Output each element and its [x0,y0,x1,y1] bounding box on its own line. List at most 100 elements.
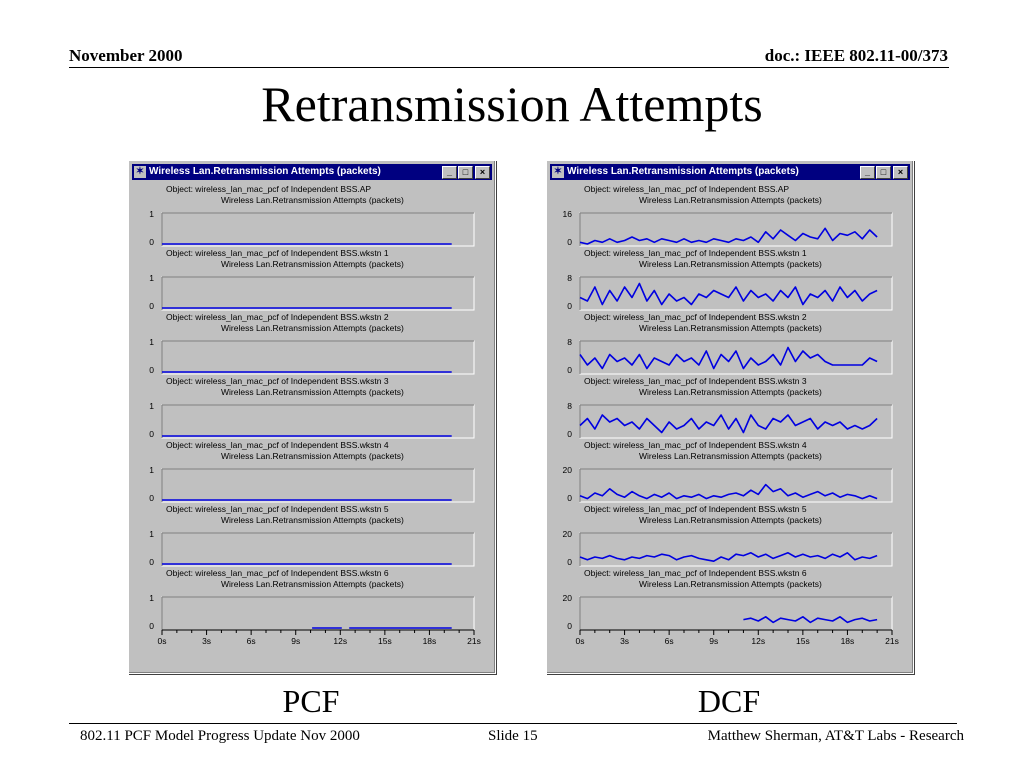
y-tick-label: 1 [149,593,154,603]
panel-frame [579,532,893,567]
x-tick-label: 12s [333,636,347,646]
time-axis: 0s 3s 6s 9s 12s 15s 18s 21s [576,629,899,646]
y-tick-label: 0 [149,429,154,439]
dcf-caption: DCF [697,683,761,719]
panel-frame [579,212,893,247]
close-button[interactable]: × [893,166,908,179]
x-tick-label: 6s [247,636,256,646]
plot-panel: Object: wireless_lan_mac_pcf of Independ… [149,440,475,503]
y-tick-label: 1 [149,401,154,411]
panel-object-label: Object: wireless_lan_mac_pcf of Independ… [584,312,807,322]
series-line [579,483,878,500]
plot-panel: Object: wireless_lan_mac_pcf of Independ… [149,376,475,439]
x-tick-label: 21s [467,636,481,646]
panel-object-label: Object: wireless_lan_mac_pcf of Independ… [584,376,807,386]
panel-stat-label: Wireless Lan.Retransmission Attempts (pa… [639,259,822,269]
y-tick-label: 0 [149,493,154,503]
panel-object-label: Object: wireless_lan_mac_pcf of Independ… [166,312,389,322]
window-app-icon[interactable]: ✶ [552,166,564,178]
panel-object-label: Object: wireless_lan_mac_pcf of Independ… [584,184,789,194]
panel-object-label: Object: wireless_lan_mac_pcf of Independ… [166,184,371,194]
plot-panel: Object: wireless_lan_mac_pcf of Independ… [149,504,475,567]
panel-stat-label: Wireless Lan.Retransmission Attempts (pa… [221,259,404,269]
panel-frame [161,404,475,439]
panel-frame [161,468,475,503]
panel-stat-label: Wireless Lan.Retransmission Attempts (pa… [221,195,404,205]
y-tick-label: 20 [563,465,573,475]
panel-frame [161,596,475,631]
slide-title: Retransmission Attempts [261,76,763,132]
slide-date: November 2000 [69,46,183,65]
panel-stat-label: Wireless Lan.Retransmission Attempts (pa… [221,323,404,333]
pcf-caption: PCF [282,683,340,719]
footer-left: 802.11 PCF Model Progress Update Nov 200… [80,728,360,744]
slide-number: Slide 15 [488,728,538,744]
panel-stat-label: Wireless Lan.Retransmission Attempts (pa… [639,579,822,589]
x-tick-label: 18s [841,636,855,646]
panel-stat-label: Wireless Lan.Retransmission Attempts (pa… [221,515,404,525]
panel-stat-label: Wireless Lan.Retransmission Attempts (pa… [221,387,404,397]
plot-panel: Object: wireless_lan_mac_pcf of Independ… [563,440,893,503]
window-titlebar[interactable]: ✶ Wireless Lan.Retransmission Attempts (p… [550,164,910,180]
maximize-button[interactable]: □ [458,166,473,179]
y-tick-label: 8 [567,401,572,411]
plot-panel: Object: wireless_lan_mac_pcf of Independ… [149,312,475,375]
panel-frame [161,276,475,311]
x-tick-label: 3s [202,636,211,646]
y-tick-label: 0 [567,365,572,375]
time-axis: 0s 3s 6s 9s 12s 15s 18s 21s [158,629,481,646]
plot-panel: Object: wireless_lan_mac_pcf of Independ… [563,504,893,567]
x-tick-label: 0s [576,636,585,646]
x-tick-label: 9s [709,636,718,646]
panel-frame [579,276,893,311]
y-tick-label: 0 [149,301,154,311]
window-titlebar[interactable]: ✶ Wireless Lan.Retransmission Attempts (p… [132,164,492,180]
minimize-button[interactable]: _ [442,166,457,179]
series-line [579,414,878,434]
plot-panel: Object: wireless_lan_mac_pcf of Independ… [149,568,475,631]
y-tick-label: 0 [567,237,572,247]
panel-stat-label: Wireless Lan.Retransmission Attempts (pa… [639,515,822,525]
window-title: Wireless Lan.Retransmission Attempts (pa… [149,166,381,177]
x-tick-label: 15s [378,636,392,646]
y-tick-label: 0 [567,621,572,631]
x-tick-label: 15s [796,636,810,646]
maximize-button[interactable]: □ [876,166,891,179]
x-tick-label: 9s [291,636,300,646]
y-tick-label: 0 [567,429,572,439]
panel-frame [579,596,893,631]
y-tick-label: 1 [149,273,154,283]
plot-panel: Object: wireless_lan_mac_pcf of Independ… [567,248,893,311]
plot-panel: Object: wireless_lan_mac_pcf of Independ… [567,376,893,439]
series-line [579,346,878,370]
panel-stat-label: Wireless Lan.Retransmission Attempts (pa… [639,387,822,397]
pcf-window: ✶ Wireless Lan.Retransmission Attempts (p… [128,160,496,674]
window-title: Wireless Lan.Retransmission Attempts (pa… [567,166,799,177]
y-tick-label: 0 [567,301,572,311]
panel-object-label: Object: wireless_lan_mac_pcf of Independ… [584,568,807,578]
x-tick-label: 3s [620,636,629,646]
panel-object-label: Object: wireless_lan_mac_pcf of Independ… [584,248,807,258]
panel-stat-label: Wireless Lan.Retransmission Attempts (pa… [639,323,822,333]
y-tick-label: 1 [149,337,154,347]
panel-stat-label: Wireless Lan.Retransmission Attempts (pa… [221,579,404,589]
plot-panel: Object: wireless_lan_mac_pcf of Independ… [149,184,475,247]
panel-object-label: Object: wireless_lan_mac_pcf of Independ… [166,568,389,578]
dcf-plot-area: Object: wireless_lan_mac_pcf of Independ… [563,184,899,646]
panel-object-label: Object: wireless_lan_mac_pcf of Independ… [166,504,389,514]
close-button[interactable]: × [475,166,490,179]
panel-frame [161,212,475,247]
y-tick-label: 0 [149,557,154,567]
minimize-button[interactable]: _ [860,166,875,179]
panel-object-label: Object: wireless_lan_mac_pcf of Independ… [166,376,389,386]
panel-stat-label: Wireless Lan.Retransmission Attempts (pa… [639,451,822,461]
panel-frame [579,404,893,439]
footer-author: Matthew Sherman, AT&T Labs - Research [707,728,964,744]
x-tick-label: 0s [158,636,167,646]
plot-panel: Object: wireless_lan_mac_pcf of Independ… [563,184,893,247]
y-tick-label: 8 [567,273,572,283]
window-app-icon[interactable]: ✶ [134,166,146,178]
y-tick-label: 0 [149,365,154,375]
panel-object-label: Object: wireless_lan_mac_pcf of Independ… [166,440,389,450]
panel-frame [579,340,893,375]
